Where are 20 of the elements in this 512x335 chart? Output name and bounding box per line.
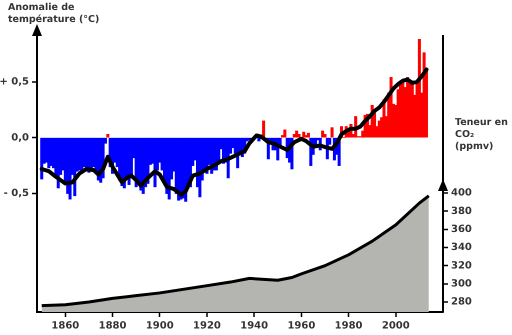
- x-tick-label: 1860: [51, 320, 80, 332]
- y-tick-label: + 0,5: [0, 76, 30, 88]
- x-tick-label: 1960: [287, 320, 316, 332]
- y2-tick-label: 300: [451, 278, 472, 290]
- x-tick-label: 1920: [193, 320, 221, 332]
- x-tick-label: 1900: [146, 320, 174, 332]
- y2-tick-label: 280: [451, 296, 472, 308]
- x-tick-label: 1880: [98, 320, 126, 332]
- y2-tick-label: 340: [451, 242, 472, 254]
- y2-axis-title: Teneur en CO₂ (ppmv): [455, 117, 509, 153]
- y2-tick-label: 360: [451, 224, 472, 235]
- x-tick-label: 1940: [240, 320, 268, 332]
- y2-tick-label: 400: [451, 188, 472, 199]
- y2-tick-label: 380: [451, 206, 472, 217]
- y-axis-title: Anomalie de température (°C): [8, 2, 100, 26]
- y2-tick-label: 320: [451, 260, 472, 272]
- y-tick-label: 0,0: [11, 132, 30, 144]
- x-tick-label: 2000: [382, 320, 410, 332]
- x-tick-label: 1980: [334, 320, 363, 332]
- y-tick-label: - 0,5: [4, 188, 30, 200]
